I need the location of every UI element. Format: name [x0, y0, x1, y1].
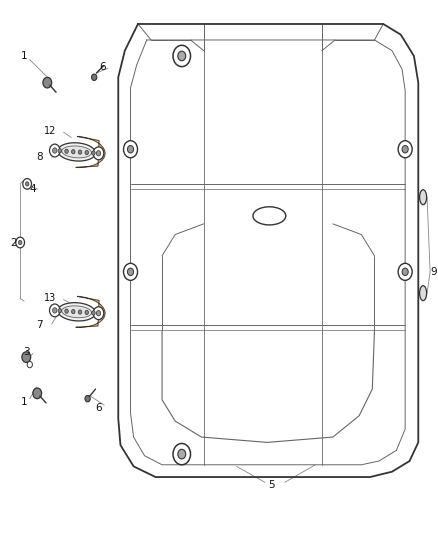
Text: 9: 9: [430, 267, 437, 277]
Text: 3: 3: [23, 347, 30, 357]
Polygon shape: [76, 136, 105, 167]
Circle shape: [178, 449, 186, 459]
Circle shape: [92, 311, 95, 315]
Circle shape: [58, 309, 62, 313]
Circle shape: [93, 307, 104, 320]
Text: 8: 8: [36, 152, 43, 162]
Circle shape: [178, 51, 186, 61]
Circle shape: [43, 77, 52, 88]
Text: 4: 4: [29, 184, 36, 194]
Circle shape: [124, 263, 138, 280]
Circle shape: [22, 352, 31, 362]
Circle shape: [65, 149, 68, 154]
Circle shape: [53, 148, 57, 153]
Circle shape: [92, 74, 97, 80]
Circle shape: [49, 304, 60, 317]
Circle shape: [96, 151, 101, 156]
Circle shape: [18, 240, 22, 245]
Circle shape: [27, 361, 32, 368]
Text: 7: 7: [36, 320, 43, 330]
Polygon shape: [58, 303, 95, 321]
Circle shape: [124, 141, 138, 158]
Circle shape: [85, 310, 88, 314]
Circle shape: [58, 149, 62, 153]
Polygon shape: [62, 146, 92, 158]
Text: 6: 6: [95, 403, 102, 413]
Circle shape: [93, 147, 104, 160]
Circle shape: [85, 150, 88, 155]
Circle shape: [173, 45, 191, 67]
Text: 13: 13: [44, 294, 57, 303]
Circle shape: [127, 268, 134, 276]
Ellipse shape: [420, 286, 427, 301]
Circle shape: [23, 179, 32, 189]
Text: 12: 12: [44, 126, 57, 135]
Circle shape: [78, 150, 82, 154]
Circle shape: [33, 388, 42, 399]
Circle shape: [173, 443, 191, 465]
Polygon shape: [76, 296, 105, 327]
Circle shape: [402, 146, 408, 153]
Polygon shape: [62, 306, 92, 318]
Polygon shape: [58, 143, 95, 161]
Circle shape: [71, 310, 75, 314]
Circle shape: [402, 268, 408, 276]
Circle shape: [53, 308, 57, 313]
Circle shape: [49, 144, 60, 157]
Text: 5: 5: [268, 480, 275, 490]
Circle shape: [25, 182, 29, 186]
Text: 1: 1: [21, 398, 28, 407]
Text: 6: 6: [99, 62, 106, 71]
Circle shape: [65, 309, 68, 313]
Circle shape: [96, 311, 101, 316]
Circle shape: [398, 263, 412, 280]
Circle shape: [78, 310, 82, 314]
Circle shape: [85, 395, 90, 402]
Circle shape: [71, 150, 75, 154]
Text: 2: 2: [10, 238, 17, 247]
Circle shape: [127, 146, 134, 153]
Ellipse shape: [420, 190, 427, 205]
Circle shape: [398, 141, 412, 158]
Circle shape: [92, 151, 95, 155]
Circle shape: [16, 237, 25, 248]
Text: 1: 1: [21, 51, 28, 61]
